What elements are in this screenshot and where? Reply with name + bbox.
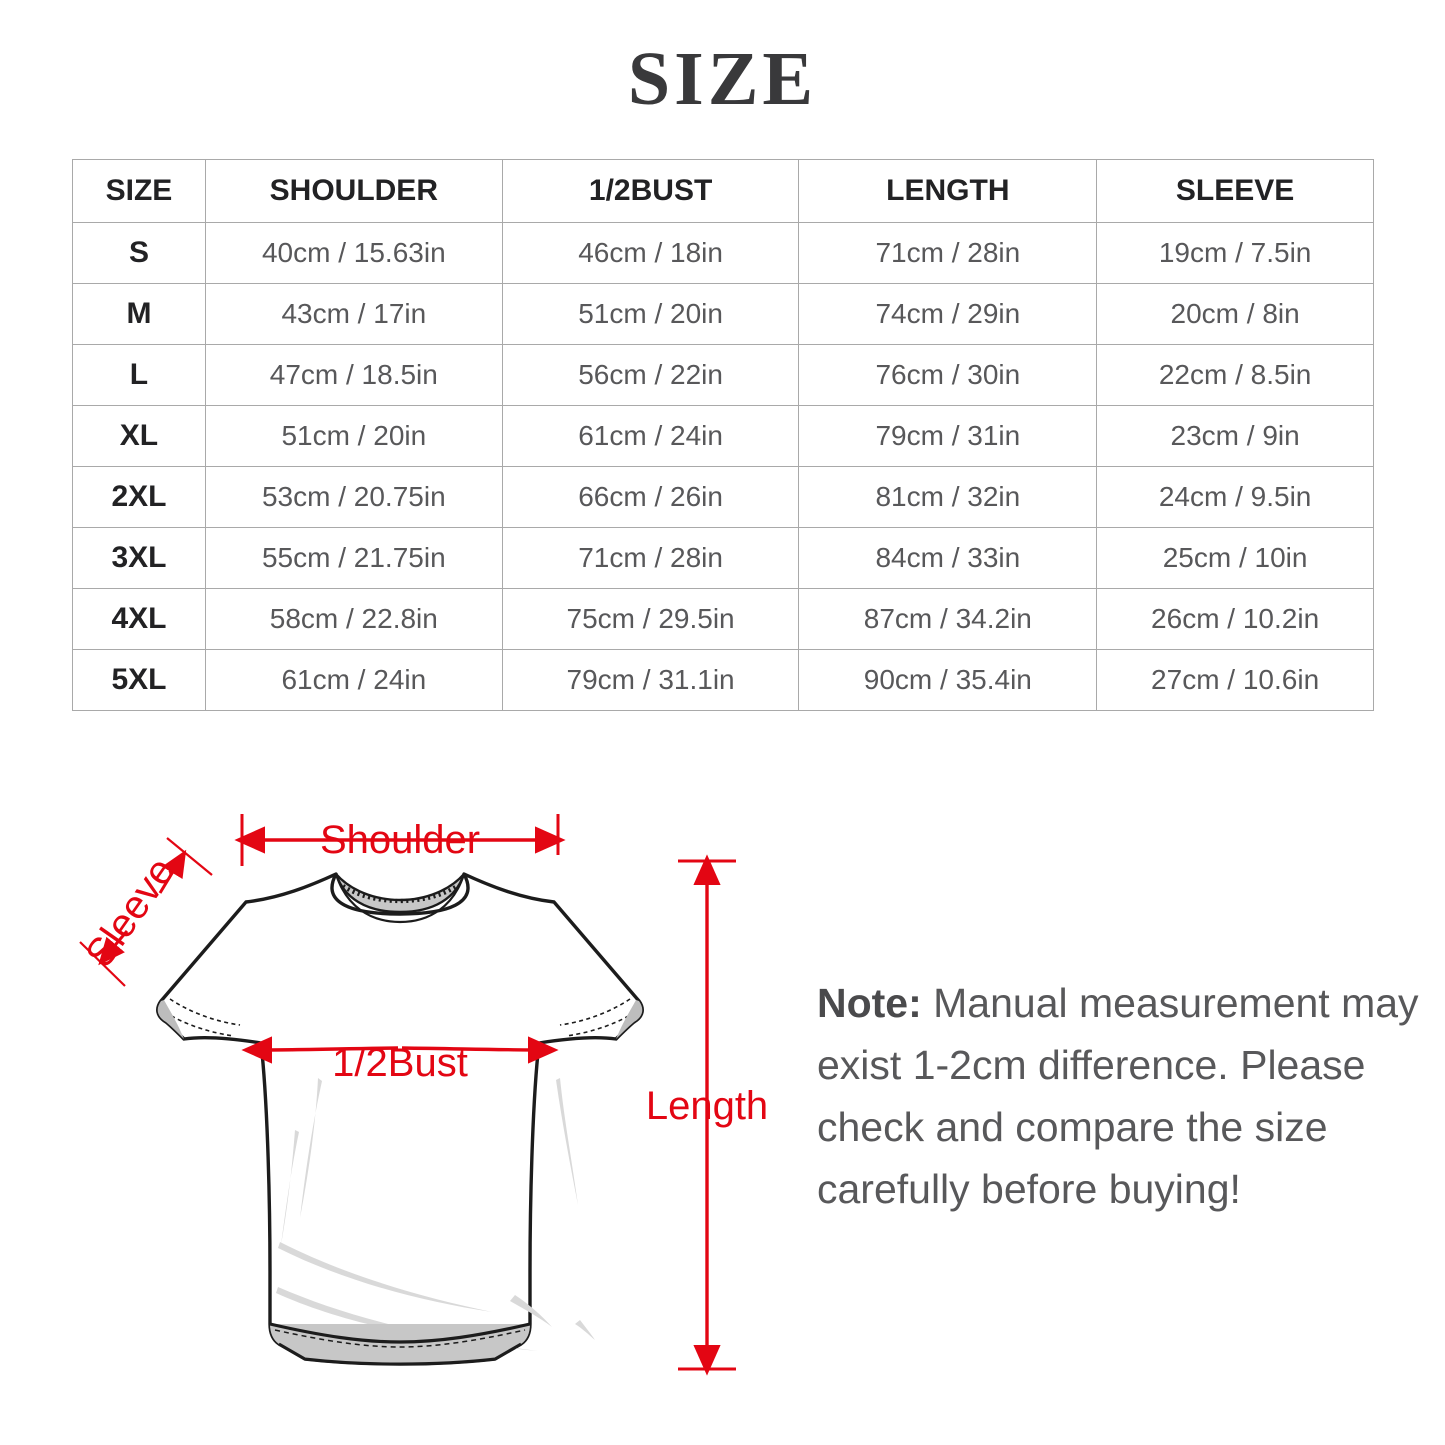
svg-text:1/2Bust: 1/2Bust: [332, 1041, 468, 1085]
svg-text:Length: Length: [646, 1084, 768, 1128]
svg-text:Sleeve: Sleeve: [77, 850, 183, 975]
svg-text:Shoulder: Shoulder: [320, 818, 480, 862]
